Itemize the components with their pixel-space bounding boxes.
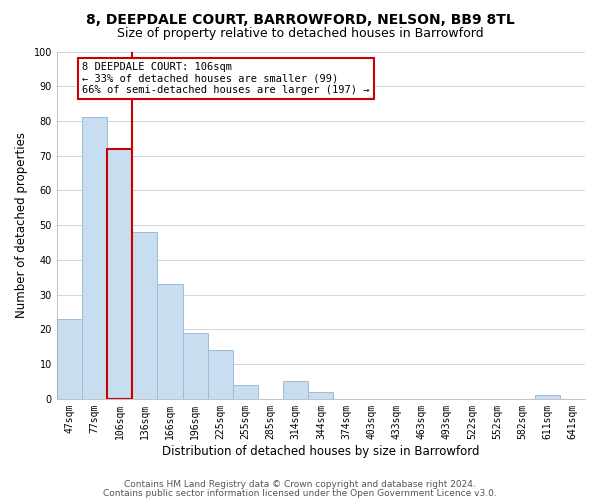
Bar [57, 319, 82, 399]
Bar [182, 333, 208, 399]
Text: Size of property relative to detached houses in Barrowford: Size of property relative to detached ho… [116, 28, 484, 40]
Text: Contains public sector information licensed under the Open Government Licence v3: Contains public sector information licen… [103, 488, 497, 498]
Text: Contains HM Land Registry data © Crown copyright and database right 2024.: Contains HM Land Registry data © Crown c… [124, 480, 476, 489]
Bar [107, 149, 132, 399]
Bar [308, 392, 334, 399]
Bar [535, 396, 560, 399]
Bar [132, 232, 157, 399]
Bar [233, 385, 258, 399]
Y-axis label: Number of detached properties: Number of detached properties [15, 132, 28, 318]
X-axis label: Distribution of detached houses by size in Barrowford: Distribution of detached houses by size … [162, 444, 479, 458]
Bar [82, 118, 107, 399]
Bar [283, 382, 308, 399]
Text: 8, DEEPDALE COURT, BARROWFORD, NELSON, BB9 8TL: 8, DEEPDALE COURT, BARROWFORD, NELSON, B… [86, 12, 514, 26]
Text: 8 DEEPDALE COURT: 106sqm
← 33% of detached houses are smaller (99)
66% of semi-d: 8 DEEPDALE COURT: 106sqm ← 33% of detach… [82, 62, 370, 95]
Bar [208, 350, 233, 399]
Bar [157, 284, 182, 399]
